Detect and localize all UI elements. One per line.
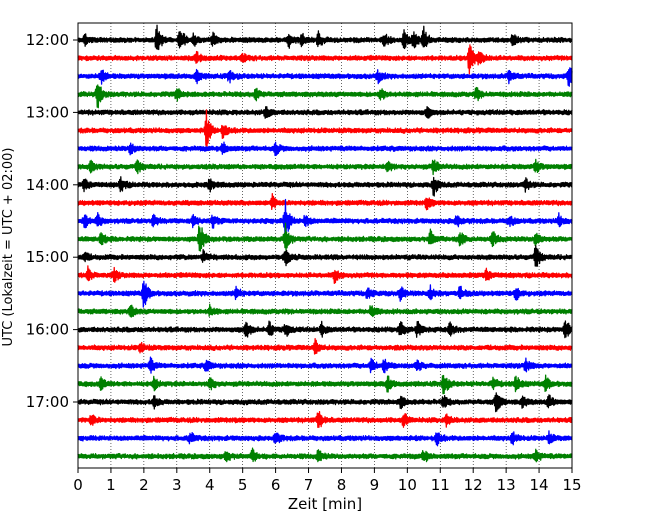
trace-1600 [77,320,573,339]
trace-1215 [77,44,573,75]
y-tick-label: 13:00 [26,103,69,121]
y-tick-label: 12:00 [26,31,69,49]
y-tick-label: 14:00 [26,176,69,194]
trace-1315 [77,109,573,148]
trace-1230 [77,67,573,87]
trace-1415 [77,193,573,211]
trace-1515 [77,265,573,284]
x-tick-label: 7 [304,476,314,494]
x-tick-label: 14 [530,476,549,494]
x-tick-label: 3 [172,476,182,494]
x-tick-label: 11 [431,476,450,494]
trace-1300 [77,105,573,119]
x-tick-label: 6 [271,476,281,494]
trace-1645 [77,374,573,395]
trace-1715 [77,410,573,428]
x-tick-label: 1 [106,476,116,494]
x-axis-ticks: 0 1 2 3 4 5 6 7 8 9 10 11 12 13 14 15 [73,468,582,494]
y-tick-label: 16:00 [26,321,69,339]
trace-1700 [77,392,573,413]
trace-1730 [77,430,573,447]
trace-1745 [77,447,573,463]
x-tick-label: 13 [497,476,516,494]
x-tick-label: 2 [139,476,149,494]
trace-1245 [77,84,573,109]
x-tick-label: 4 [205,476,215,494]
trace-1430 [77,198,573,240]
trace-1330 [77,141,573,157]
trace-1630 [77,356,573,374]
trace-1200 [77,24,573,51]
trace-1545 [77,303,573,318]
trace-1445 [77,222,573,252]
y-axis-title: UTC (Lokalzeit = UTC + 02:00) [1,148,16,347]
x-tick-label: 10 [398,476,417,494]
trace-1615 [77,338,573,355]
trace-1400 [77,176,573,197]
y-axis-ticks: 12:00 13:00 14:00 15:00 16:00 17:00 [26,31,78,411]
x-tick-label: 9 [370,476,380,494]
y-tick-label: 17:00 [26,393,69,411]
x-axis-title: Zeit [min] [288,495,362,513]
trace-1345 [77,158,573,176]
grid-lines [110,23,540,468]
y-tick-label: 15:00 [26,248,69,266]
trace-1500 [77,244,573,267]
x-tick-label: 15 [562,476,581,494]
trace-1530 [77,280,573,308]
plot-frame [77,22,573,469]
x-tick-label: 8 [337,476,347,494]
seismogram-traces [77,24,573,463]
x-tick-label: 5 [238,476,248,494]
x-tick-label: 12 [464,476,483,494]
x-tick-label: 0 [73,476,83,494]
